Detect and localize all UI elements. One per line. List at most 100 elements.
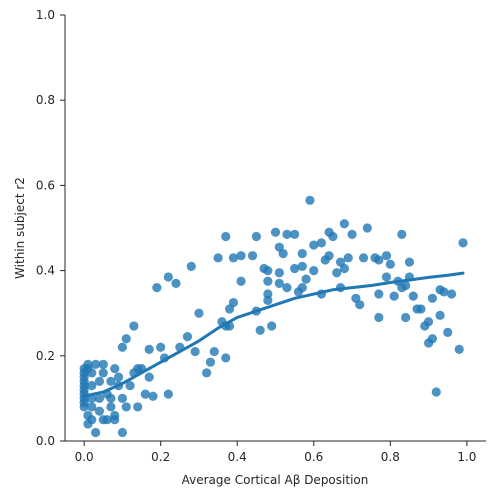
data-point (416, 304, 426, 314)
y-tick-label: 0.0 (36, 434, 55, 448)
data-point (156, 342, 166, 352)
data-point (389, 291, 399, 301)
data-point (106, 376, 116, 386)
data-point (381, 251, 392, 261)
trend-layer (82, 271, 465, 398)
data-point (117, 393, 128, 403)
data-point (362, 223, 372, 233)
data-point (110, 410, 120, 421)
data-point (117, 342, 128, 352)
data-point (87, 368, 97, 378)
data-point (290, 229, 300, 239)
data-point (202, 368, 212, 378)
data-point (427, 334, 438, 344)
data-point (282, 229, 292, 239)
data-point (439, 287, 449, 297)
data-point (282, 283, 292, 293)
data-point (431, 387, 441, 397)
data-point (213, 253, 223, 263)
data-point (221, 231, 231, 242)
data-point (87, 415, 97, 425)
data-point (339, 219, 349, 229)
data-point (446, 289, 457, 299)
data-point (171, 278, 181, 288)
data-point (309, 240, 319, 250)
data-point (355, 300, 365, 310)
data-point (270, 227, 281, 237)
data-point (98, 368, 108, 378)
data-point (385, 259, 395, 269)
data-point (401, 312, 411, 323)
data-point (267, 321, 277, 331)
data-point (251, 231, 261, 242)
data-point (309, 266, 319, 276)
data-point (106, 402, 116, 412)
data-point (186, 261, 196, 271)
axes-layer (64, 15, 486, 442)
data-point (94, 406, 105, 416)
data-point (125, 381, 135, 391)
data-point (94, 376, 105, 386)
data-point (94, 393, 105, 403)
data-point (110, 363, 120, 374)
data-point (297, 261, 307, 271)
data-point (228, 253, 238, 263)
data-point (163, 389, 173, 399)
data-point (374, 289, 384, 299)
x-tick-label: 0.4 (228, 450, 247, 464)
data-point (190, 346, 200, 357)
data-point (301, 274, 311, 284)
x-axis-label: Average Cortical Aβ Deposition (182, 473, 369, 487)
data-point (121, 402, 131, 412)
data-point (152, 283, 162, 293)
x-tick-label: 0.2 (151, 450, 170, 464)
data-point (274, 268, 284, 278)
data-point (236, 251, 246, 261)
points-layer (79, 195, 468, 438)
data-point (274, 278, 284, 288)
data-point (205, 357, 216, 367)
data-point (435, 310, 445, 320)
data-point (332, 268, 342, 278)
data-point (79, 402, 89, 412)
data-point (182, 332, 193, 342)
data-point (263, 295, 273, 306)
data-point (91, 359, 101, 369)
data-point (404, 257, 415, 267)
data-point (305, 195, 315, 205)
y-tick-label: 0.2 (36, 349, 55, 363)
x-tick-label: 0.0 (75, 450, 94, 464)
data-point (102, 415, 112, 425)
y-tick-label: 1.0 (36, 8, 55, 22)
data-point (236, 276, 246, 286)
data-point (117, 427, 128, 438)
data-point (91, 427, 101, 438)
data-point (144, 372, 154, 382)
data-point (87, 402, 97, 412)
data-point (408, 291, 418, 301)
data-point (163, 272, 173, 282)
y-axis-label: Within subject r2 (13, 177, 27, 279)
data-point (263, 289, 273, 299)
data-point (148, 391, 158, 401)
ticks-layer: 0.0 0.2 0.4 0.6 0.8 1.0 0.0 0.2 0.4 0.6 0.8 1.0 (36, 8, 477, 464)
data-point (374, 255, 384, 265)
data-point (221, 353, 231, 363)
x-tick-label: 1.0 (457, 450, 476, 464)
data-point (133, 402, 143, 412)
data-point (381, 272, 392, 282)
data-point (316, 238, 327, 248)
trend-line (82, 271, 465, 398)
data-point (427, 293, 438, 303)
data-point (255, 325, 265, 335)
data-point (98, 359, 108, 369)
data-point (347, 229, 357, 239)
data-point (297, 248, 307, 259)
data-point (358, 253, 369, 263)
data-point (247, 251, 258, 261)
y-tick-label: 0.4 (36, 264, 55, 278)
x-tick-label: 0.6 (304, 450, 323, 464)
data-point (339, 263, 349, 274)
